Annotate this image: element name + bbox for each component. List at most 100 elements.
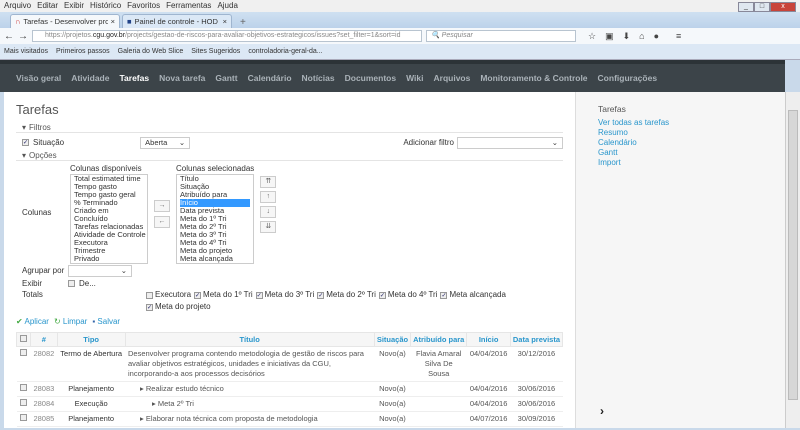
row-checkbox[interactable] xyxy=(19,414,27,421)
available-column-option[interactable]: Executora xyxy=(74,238,108,247)
table-row[interactable]: 28085 Planejamento ▸ Elaborar nota técnica… xyxy=(16,411,563,427)
sidebar-link[interactable]: Calendário xyxy=(598,138,637,147)
nav-item[interactable]: Visão geral xyxy=(16,73,62,83)
scrollbar-thumb[interactable] xyxy=(788,110,798,400)
selected-column-option[interactable]: Título xyxy=(180,174,199,183)
row-checkbox[interactable] xyxy=(19,384,27,391)
totals-checkbox[interactable]: ✓ xyxy=(440,291,448,299)
chevron-right-icon[interactable]: › xyxy=(600,404,604,418)
issue-title-link[interactable]: Elaborar nota técnica com proposta de me… xyxy=(145,414,318,423)
sidebar-link[interactable]: Ver todas as tarefas xyxy=(598,118,670,127)
issue-title-link[interactable]: Realizar estudo técnico xyxy=(145,384,224,393)
menu-item[interactable]: Ajuda xyxy=(217,1,238,10)
nav-item[interactable]: Monitoramento & Controle xyxy=(480,73,588,83)
bookmark-item[interactable]: Primeiros passos xyxy=(55,48,110,55)
issue-id[interactable]: 28084 xyxy=(30,396,58,412)
menu-icon[interactable]: ≡ xyxy=(676,30,682,41)
column-header[interactable]: Atribuído para xyxy=(410,332,468,347)
row-checkbox[interactable] xyxy=(19,349,27,356)
selected-column-option[interactable]: Meta do 1º Tri xyxy=(180,214,227,223)
scrollbar[interactable] xyxy=(785,92,800,428)
sidebar-link[interactable]: Gantt xyxy=(598,148,618,157)
available-column-option[interactable]: Criado em xyxy=(74,206,109,215)
filters-legend[interactable]: ▾ Filtros xyxy=(16,123,563,133)
selected-column-option[interactable]: Atribuído para xyxy=(180,190,228,199)
back-icon[interactable]: ← xyxy=(4,30,14,42)
select-all-checkbox[interactable] xyxy=(19,335,27,342)
selected-column-option[interactable]: Meta do 2º Tri xyxy=(180,222,227,231)
nav-item[interactable]: Atividade xyxy=(71,73,110,83)
column-header[interactable]: Data prevista xyxy=(509,332,564,347)
issue-id[interactable]: 28083 xyxy=(30,381,58,397)
move-down-button[interactable]: ↓ xyxy=(260,206,277,218)
column-header[interactable]: Título xyxy=(124,332,375,347)
close-window-button[interactable]: x xyxy=(770,2,796,12)
nav-item[interactable]: Wiki xyxy=(406,73,424,83)
remove-column-button[interactable]: ← xyxy=(154,216,170,228)
totals-checkbox[interactable]: ✓ xyxy=(378,291,386,299)
nav-item[interactable]: Notícias xyxy=(301,73,335,83)
tab-tarefas[interactable]: ∩Tarefas - Desenvolver prog...× xyxy=(10,14,120,28)
home-icon[interactable]: ⌂ xyxy=(639,30,645,41)
sidebar-link[interactable]: Resumo xyxy=(598,128,628,137)
available-column-option[interactable]: Concluído xyxy=(74,214,108,223)
table-row[interactable]: 28084 Execução ▸ Meta 2º Tri Novo(a) 04/04/2… xyxy=(16,396,563,412)
bookmark-star-icon[interactable]: ☆ xyxy=(588,30,597,41)
nav-item[interactable]: Gantt xyxy=(215,73,238,83)
add-column-button[interactable]: → xyxy=(154,200,170,212)
group-by-select[interactable]: ⌄ xyxy=(68,264,132,277)
tab-painel[interactable]: ■ Painel de controle - HOD 10 × xyxy=(122,14,232,28)
new-tab-button[interactable]: + xyxy=(240,17,246,28)
move-bottom-button[interactable]: ⇊ xyxy=(260,221,277,233)
minimize-button[interactable]: _ xyxy=(738,2,754,12)
nav-item[interactable]: Tarefas xyxy=(119,73,150,83)
menu-item[interactable]: Ferramentas xyxy=(166,1,212,10)
close-tab-icon[interactable]: × xyxy=(110,17,115,26)
menu-item[interactable]: Favoritos xyxy=(127,1,161,10)
table-row[interactable]: 28082 Termo de Abertura Desenvolver progra… xyxy=(16,346,563,382)
options-legend[interactable]: ▾ Opções xyxy=(16,151,563,161)
selected-column-option[interactable]: Meta do 3º Tri xyxy=(180,230,227,239)
library-icon[interactable]: ▣ xyxy=(605,30,614,41)
selected-column-option[interactable]: Meta alcançada xyxy=(180,254,233,263)
move-up-button[interactable]: ↑ xyxy=(260,191,277,203)
available-column-option[interactable]: Privado xyxy=(74,254,100,263)
add-filter-select[interactable]: ⌄ xyxy=(457,136,563,149)
totals-checkbox[interactable] xyxy=(146,291,153,299)
nav-item[interactable]: Documentos xyxy=(344,73,397,83)
menu-item[interactable]: Exibir xyxy=(64,1,85,10)
selected-column-option[interactable]: Meta do 4º Tri xyxy=(180,238,227,247)
totals-checkbox[interactable]: ✓ xyxy=(317,291,325,299)
totals-checkbox[interactable]: ✓ xyxy=(194,291,202,299)
sidebar-link[interactable]: Import xyxy=(598,158,621,167)
column-header[interactable]: Início xyxy=(466,332,511,347)
issue-title-link[interactable]: Desenvolver programa contendo metodologi… xyxy=(128,349,364,378)
clear-button[interactable]: ↻ Limpar xyxy=(53,317,88,326)
available-column-option[interactable]: Tempo gasto xyxy=(74,182,117,191)
close-tab-icon[interactable]: × xyxy=(222,17,227,26)
selected-column-option[interactable]: Data prevista xyxy=(180,206,225,215)
issue-title-link[interactable]: Meta 2º Tri xyxy=(157,399,194,408)
address-bar[interactable]: https://projetos.cgu.gov.br/projects/ges… xyxy=(32,30,422,42)
nav-item[interactable]: Arquivos xyxy=(433,73,471,83)
situacao-checkbox[interactable]: ✓ xyxy=(22,139,29,146)
totals-checkbox[interactable]: ✓ xyxy=(255,291,263,299)
menu-item[interactable]: Arquivo xyxy=(4,1,32,10)
nav-item[interactable]: Configurações xyxy=(597,73,658,83)
save-button[interactable]: ▪ Salvar xyxy=(92,317,121,326)
available-column-option[interactable]: % Terminado xyxy=(74,198,118,207)
available-column-option[interactable]: Tarefas relacionadas xyxy=(74,222,144,231)
totals-checkbox[interactable]: ✓ xyxy=(146,303,153,311)
maximize-button[interactable]: □ xyxy=(754,2,770,12)
available-column-option[interactable]: Tempo gasto geral xyxy=(74,190,136,199)
selected-column-option[interactable]: Início xyxy=(180,199,250,207)
table-row[interactable]: 28083 Planejamento ▸ Realizar estudo técni… xyxy=(16,381,563,397)
menu-item[interactable]: Histórico xyxy=(90,1,122,10)
column-header[interactable]: # xyxy=(29,332,58,347)
selected-columns-list[interactable]: Título Situação Atribuído para Início Data p… xyxy=(176,174,254,264)
column-header[interactable]: Situação xyxy=(373,332,412,347)
download-icon[interactable]: ⬇ xyxy=(622,30,631,41)
column-header[interactable]: Tipo xyxy=(56,332,126,347)
issue-id[interactable]: 28082 xyxy=(30,346,58,382)
available-columns-list[interactable]: Total estimated time Tempo gasto Tempo gas… xyxy=(70,174,148,264)
